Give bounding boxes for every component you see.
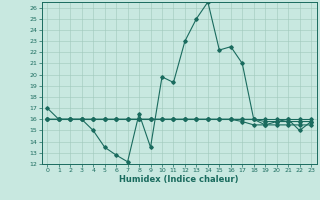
X-axis label: Humidex (Indice chaleur): Humidex (Indice chaleur) — [119, 175, 239, 184]
